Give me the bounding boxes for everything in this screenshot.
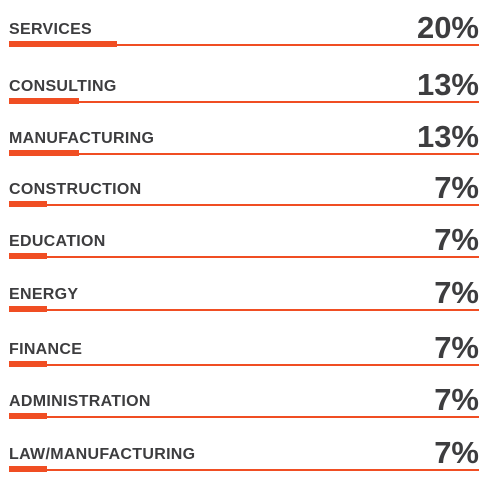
- bar: [9, 466, 47, 472]
- bar-row-manufacturing: MANUFACTURING 13%: [0, 109, 499, 161]
- bar-row-finance: FINANCE 7%: [0, 320, 499, 372]
- bar-row-law-manufacturing: LAW/MANUFACTURING 7%: [0, 425, 499, 477]
- bar-track: [9, 416, 479, 418]
- bar: [9, 306, 47, 312]
- category-label: EDUCATION: [9, 233, 106, 250]
- value-label: 20%: [416, 10, 479, 45]
- value-label: 7%: [434, 435, 479, 470]
- category-label: CONSULTING: [9, 78, 117, 95]
- value-label: 13%: [416, 119, 479, 154]
- bar: [9, 361, 47, 367]
- bar: [9, 98, 79, 104]
- bar-track: [9, 469, 479, 471]
- bar-track: [9, 153, 479, 155]
- bar: [9, 201, 47, 207]
- category-label: FINANCE: [9, 341, 83, 358]
- bar-track: [9, 44, 479, 46]
- bar: [9, 413, 47, 419]
- bar-track: [9, 309, 479, 311]
- bar-row-energy: ENERGY 7%: [0, 265, 499, 317]
- value-label: 7%: [434, 330, 479, 365]
- bar-track: [9, 101, 479, 103]
- bar-track: [9, 204, 479, 206]
- value-label: 13%: [416, 67, 479, 102]
- bar-row-services: SERVICES 20%: [0, 0, 499, 52]
- value-label: 7%: [434, 222, 479, 257]
- bar-track: [9, 364, 479, 366]
- bar: [9, 253, 47, 259]
- value-label: 7%: [434, 382, 479, 417]
- value-label: 7%: [434, 275, 479, 310]
- category-label: ENERGY: [9, 286, 79, 303]
- bar: [9, 41, 117, 47]
- value-label: 7%: [434, 170, 479, 205]
- category-label: ADMINISTRATION: [9, 393, 151, 410]
- category-label: CONSTRUCTION: [9, 181, 142, 198]
- bar-row-construction: CONSTRUCTION 7%: [0, 160, 499, 212]
- bar-row-education: EDUCATION 7%: [0, 212, 499, 264]
- bar: [9, 150, 79, 156]
- bar-row-administration: ADMINISTRATION 7%: [0, 372, 499, 424]
- category-label: SERVICES: [9, 21, 93, 38]
- bar-row-consulting: CONSULTING 13%: [0, 57, 499, 109]
- category-label: LAW/MANUFACTURING: [9, 446, 196, 463]
- category-label: MANUFACTURING: [9, 130, 155, 147]
- bar-track: [9, 256, 479, 258]
